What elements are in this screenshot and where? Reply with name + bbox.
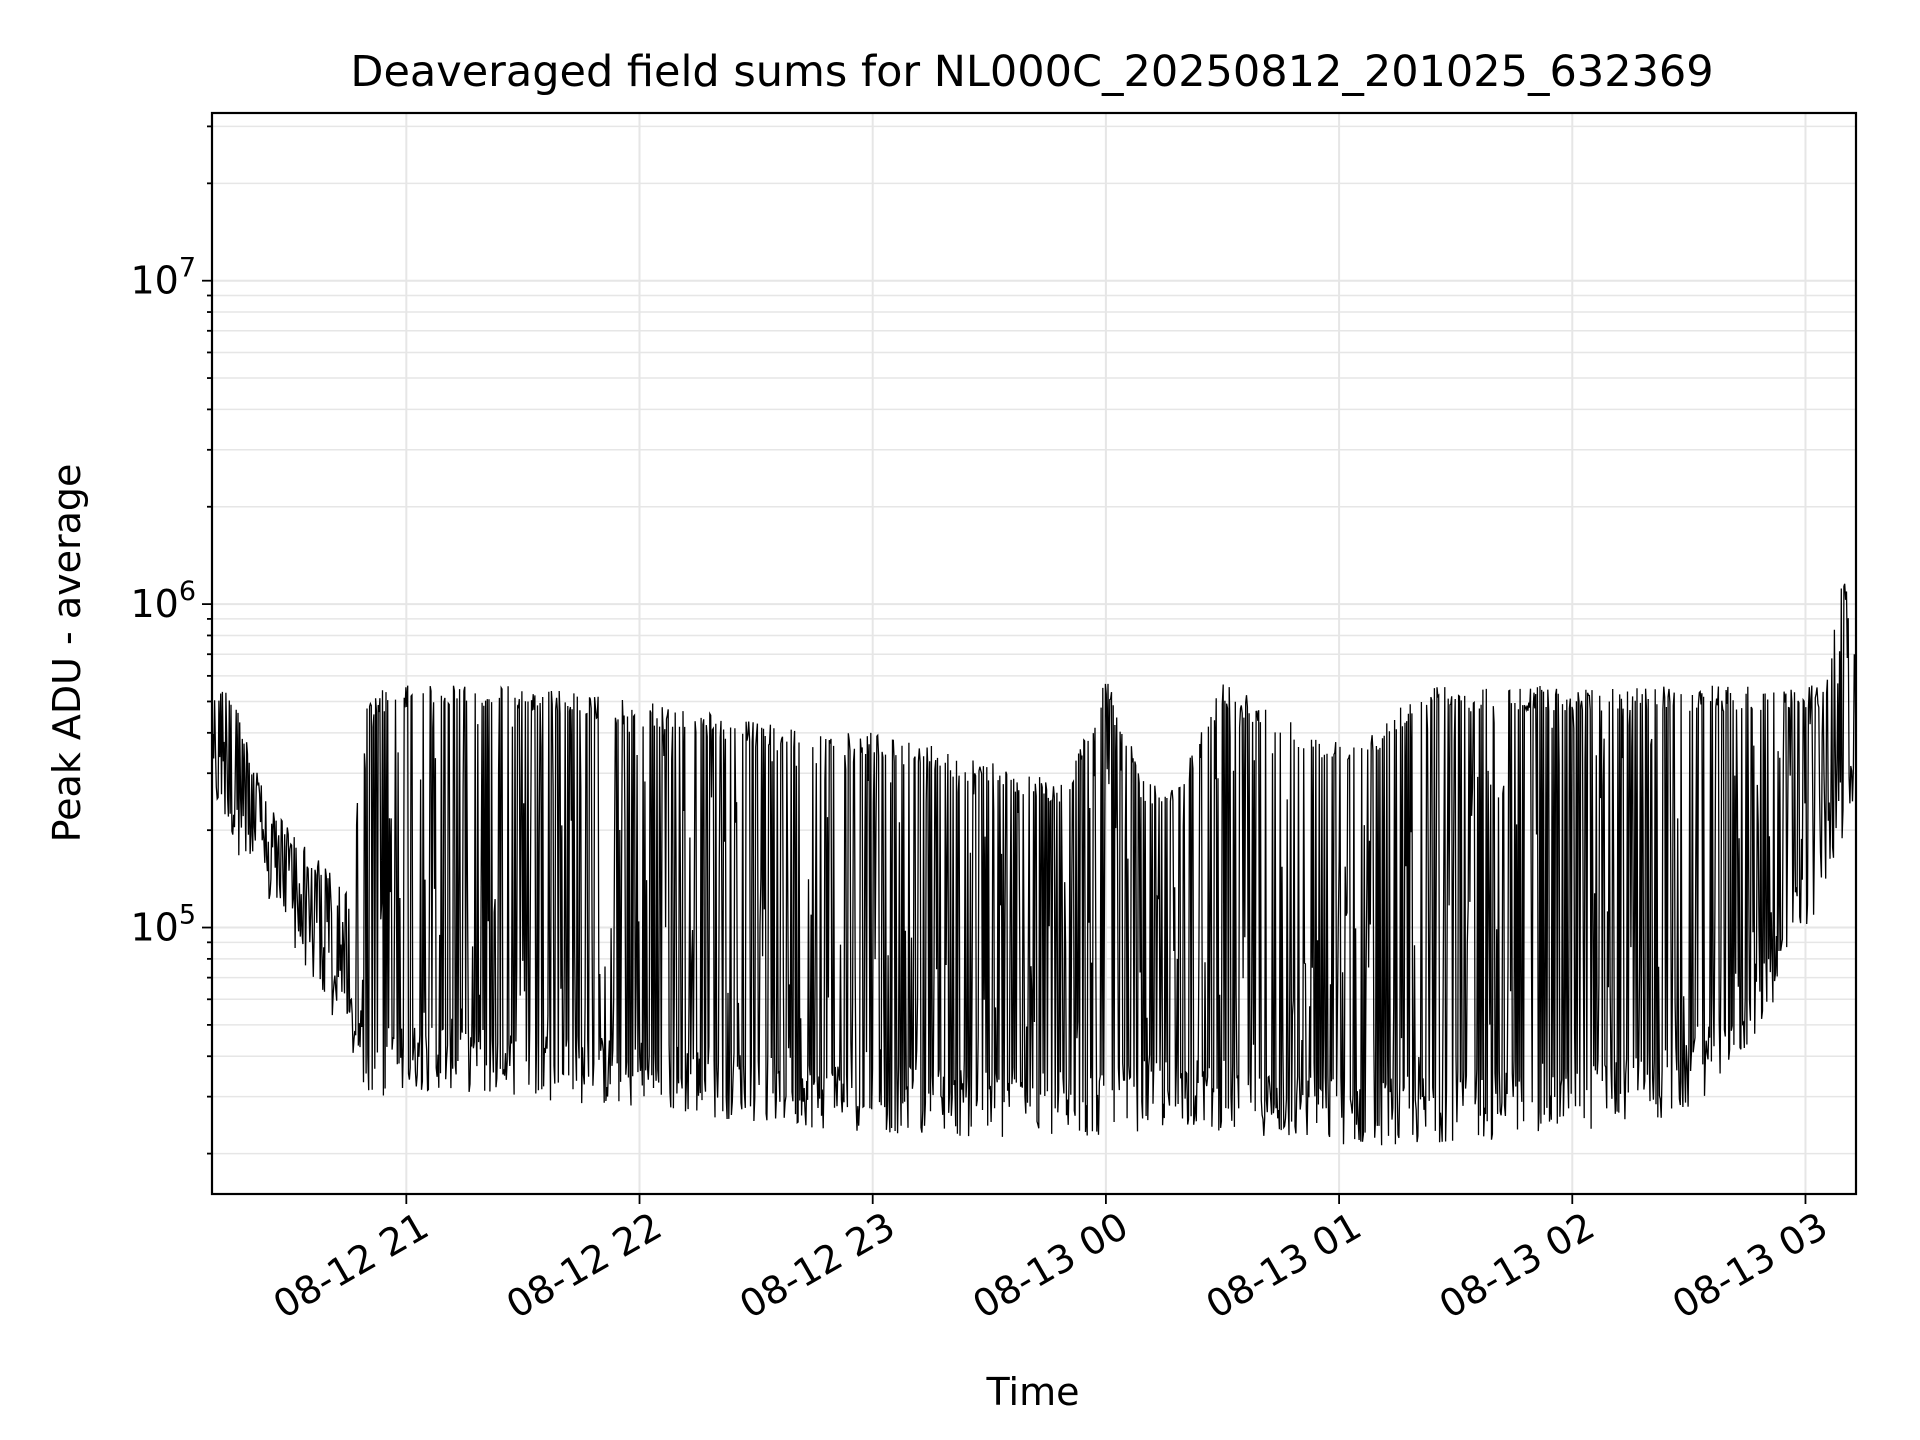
y-tick-label: 107 — [130, 253, 196, 303]
y-tick-label: 106 — [130, 576, 196, 626]
series-line — [211, 583, 1857, 1146]
x-axis-label: Time — [986, 1370, 1080, 1414]
series-layer — [211, 583, 1857, 1146]
chart-title: Deaveraged field sums for NL000C_2025081… — [350, 47, 1713, 97]
y-axis-label: Peak ADU - average — [45, 464, 89, 843]
y-tick-label: 105 — [130, 900, 196, 950]
ticks — [202, 125, 1807, 1204]
